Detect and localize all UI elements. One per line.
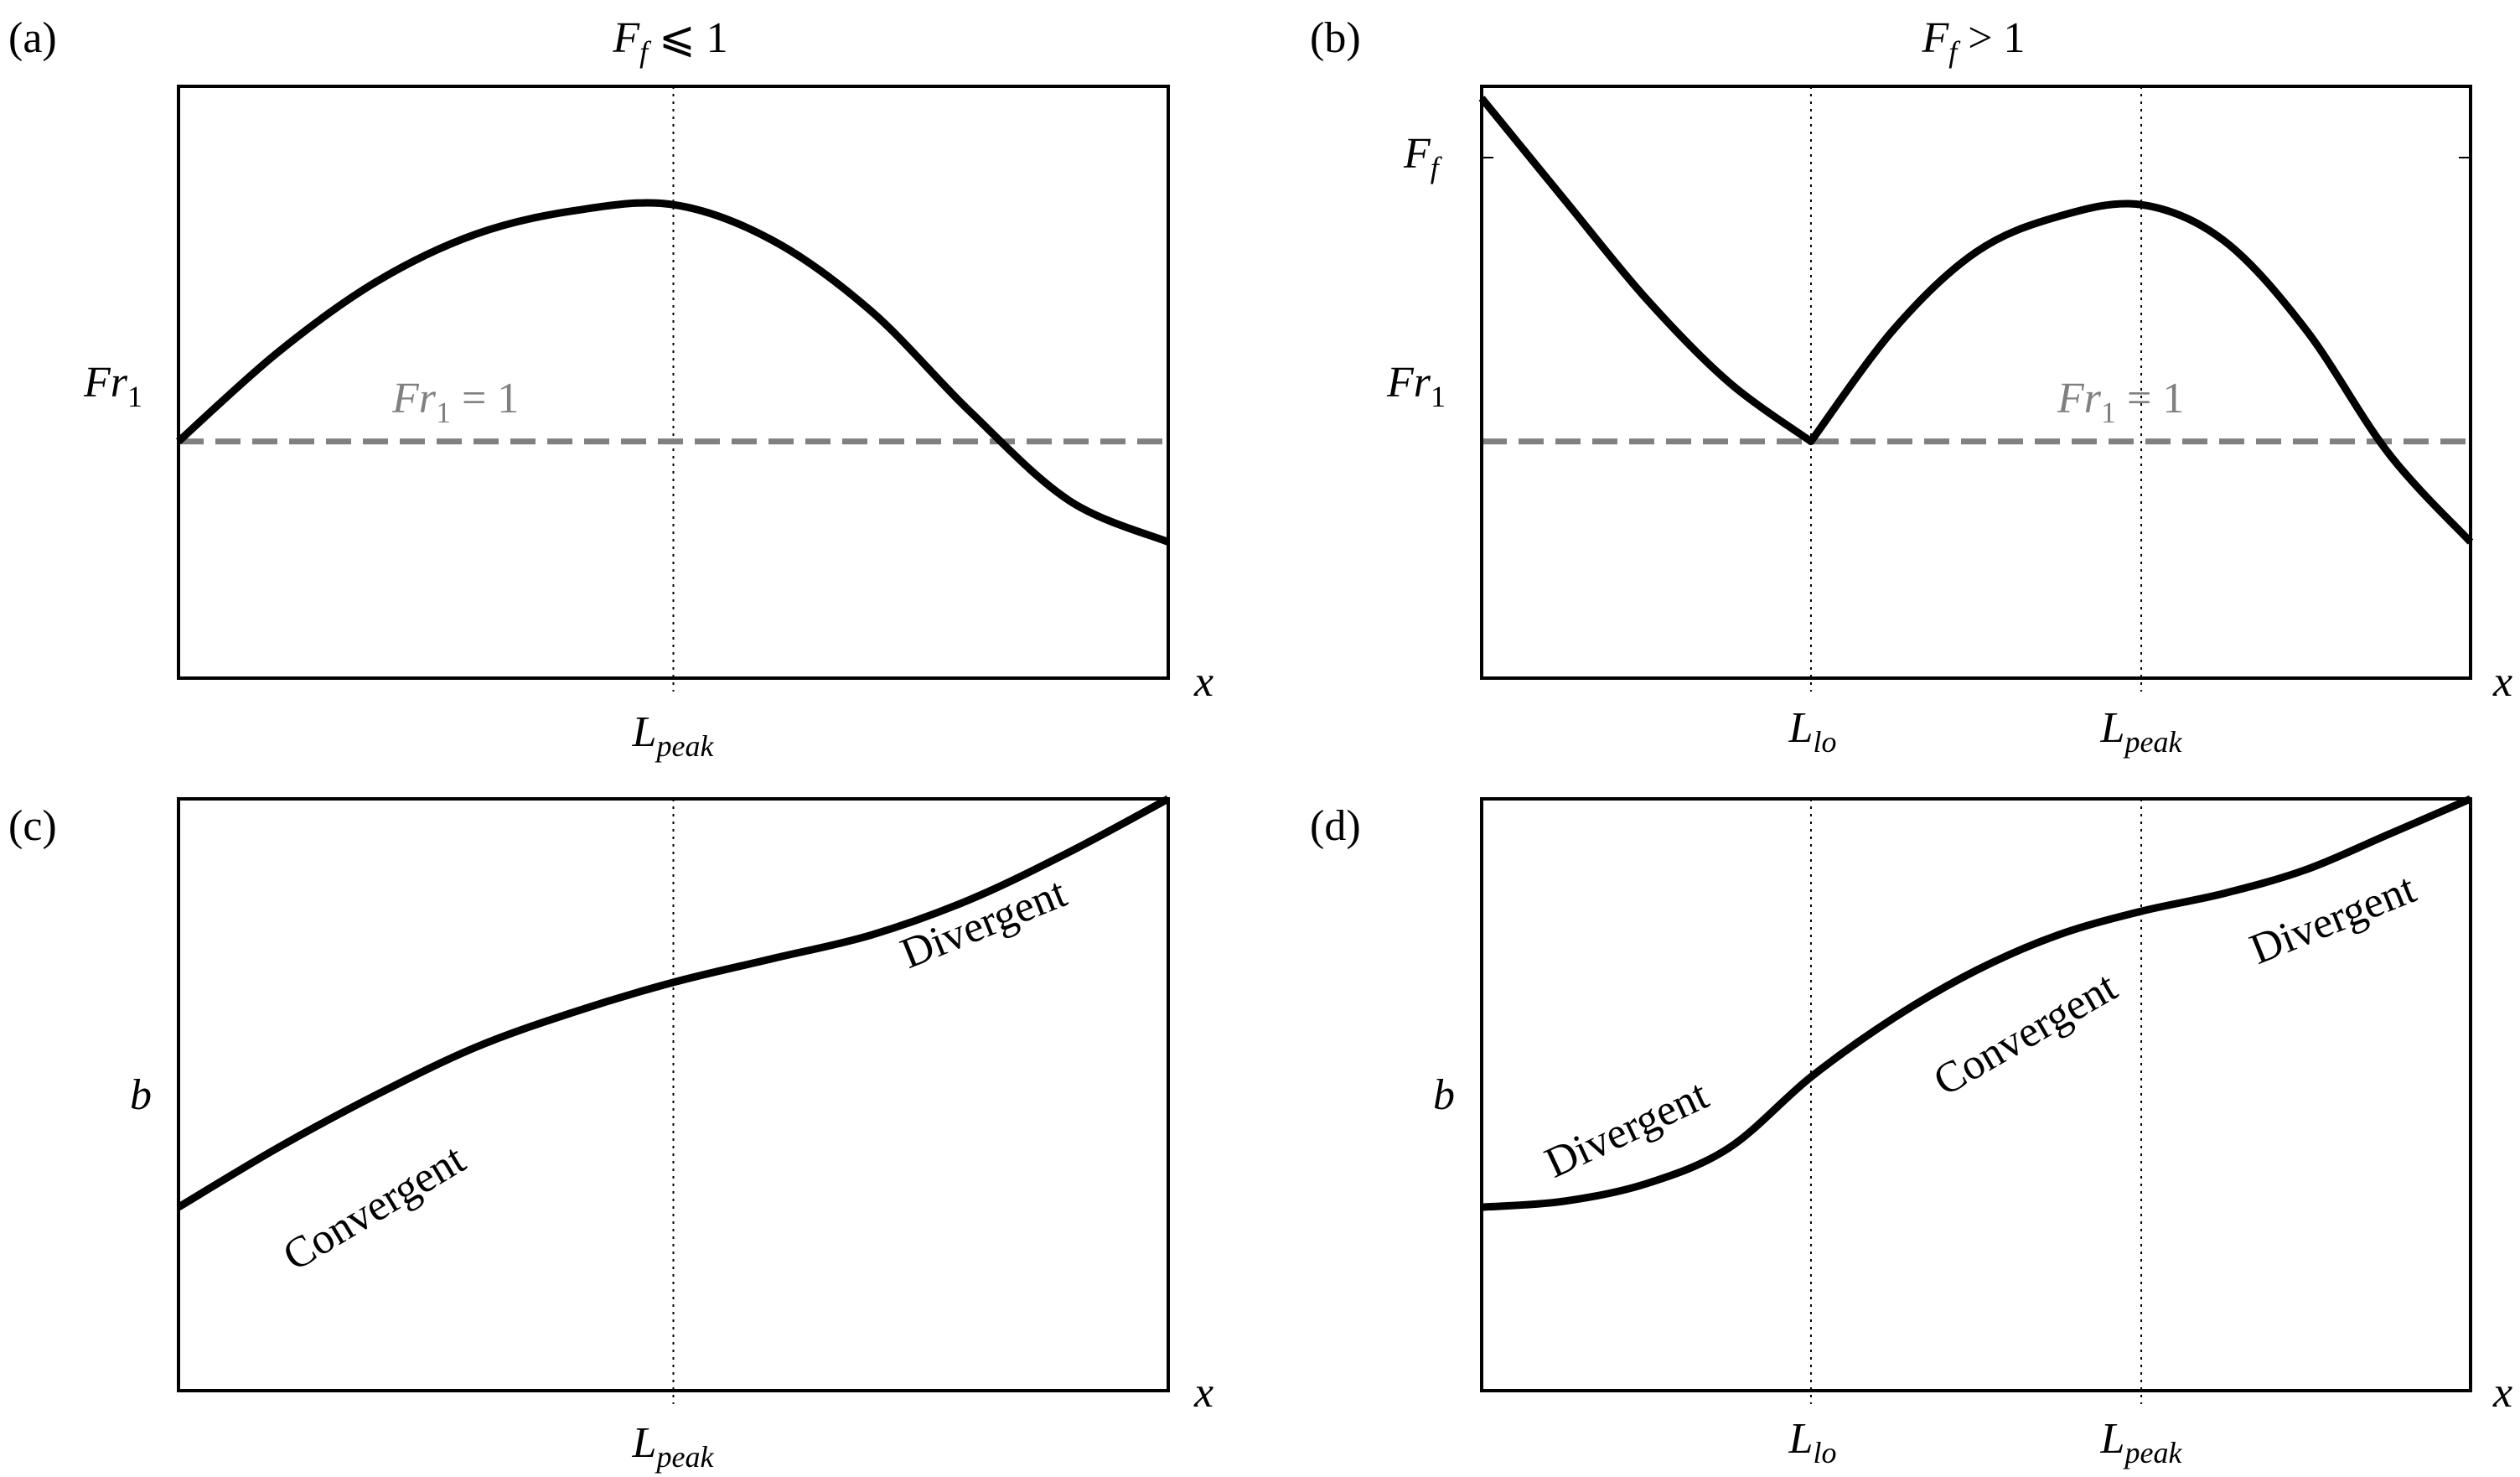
axes-frame-a: [177, 85, 1170, 680]
series-line-c: [176, 796, 1171, 1210]
plot-area-c: [176, 796, 1171, 1404]
panel-c-tag: (c): [8, 802, 57, 850]
panel-b-title: Ff > 1: [1921, 14, 2025, 69]
reference-label-a: Fr1 = 1: [391, 375, 519, 429]
xlabel-c: x: [1193, 1369, 1213, 1417]
region-c-divergent: Divergent: [894, 868, 1074, 978]
panel-b: (b) Ff > 1 Ff Fr1 Fr1 = 1 x Llo Lpeak: [1310, 14, 2512, 759]
series-line-a: [175, 199, 1170, 546]
axes-frame-d: [1480, 797, 2472, 1392]
xlabel-b: x: [2492, 658, 2512, 706]
tick-a-lpeak: Lpeak: [632, 708, 715, 763]
xlabel-d: x: [2492, 1369, 2512, 1417]
tick-b-lpeak: Lpeak: [2100, 704, 2183, 759]
panel-a: (a) Ff ⩽ 1 Fr1 Fr1 = 1 x Lpeak: [8, 14, 1213, 763]
panel-d: (d) b x Llo Lpeak Divergent Convergent D…: [1310, 795, 2512, 1469]
panel-c: (c) b x Lpeak Convergent Divergent: [8, 796, 1213, 1474]
xlabel-a: x: [1193, 658, 1213, 706]
tick-b-llo: Llo: [1788, 704, 1837, 759]
tick-d-llo: Llo: [1788, 1415, 1837, 1469]
panel-b-tag: (b): [1310, 14, 1361, 62]
series-line-d: [1481, 795, 2472, 1211]
axes-frame-c: [177, 797, 1170, 1392]
reference-label-b: Fr1 = 1: [2057, 375, 2184, 429]
ytick-label-ff: Ff: [1403, 130, 1443, 184]
plot-area-b: [1478, 86, 2474, 692]
plot-area-a: [175, 86, 1170, 692]
tick-c-lpeak: Lpeak: [632, 1419, 715, 1474]
region-c-convergent: Convergent: [275, 1135, 473, 1281]
ylabel-b: Fr1: [1386, 359, 1446, 413]
ylabel-a: Fr1: [83, 359, 142, 413]
panel-a-tag: (a): [8, 14, 57, 62]
axes-frame-b: [1480, 85, 2472, 680]
ylabel-d: b: [1433, 1071, 1455, 1119]
series-line-b: [1478, 96, 2474, 545]
panel-a-title: Ff ⩽ 1: [612, 14, 727, 69]
panel-d-tag: (d): [1310, 802, 1361, 850]
ylabel-c: b: [130, 1071, 152, 1119]
tick-d-lpeak: Lpeak: [2100, 1415, 2183, 1469]
plot-area-d: [1481, 795, 2472, 1404]
